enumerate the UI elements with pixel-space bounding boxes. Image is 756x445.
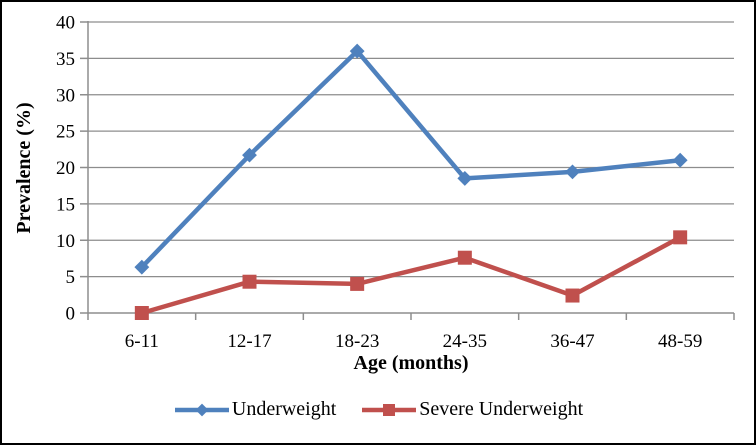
- data-point-diamond: [457, 170, 473, 186]
- data-point-square: [673, 230, 688, 245]
- series-line: [139, 48, 683, 270]
- y-tick-label: 25: [56, 122, 75, 143]
- severe-underweight-legend-label: Severe Underweight: [419, 398, 584, 420]
- data-point-diamond: [672, 152, 688, 168]
- data-point-diamond: [242, 147, 257, 163]
- y-tick-label: 15: [56, 194, 75, 215]
- x-axis-title: Age (months): [354, 352, 469, 374]
- legend: Underweight Severe Underweight: [2, 398, 754, 421]
- underweight-legend-label: Underweight: [231, 398, 337, 420]
- legend-item-underweight: Underweight: [173, 398, 336, 421]
- data-point-square: [565, 288, 580, 303]
- y-tick-label: 30: [56, 85, 75, 106]
- legend-item-severe-underweight: Severe Underweight: [360, 398, 583, 421]
- data-point-diamond: [565, 164, 580, 180]
- y-tick-label: 0: [66, 304, 76, 325]
- series-line: [139, 235, 683, 316]
- underweight-legend-swatch: [174, 403, 229, 416]
- data-point-diamond: [195, 403, 209, 416]
- x-tick-label: 24-35: [443, 331, 487, 352]
- y-axis-title: Prevalence (%): [13, 102, 35, 233]
- x-tick-label: 18-23: [335, 331, 379, 352]
- x-tick-label: 36-47: [550, 331, 594, 352]
- data-point-square: [242, 274, 257, 289]
- y-tick-label: 10: [56, 231, 75, 252]
- x-tick-label: 48-59: [658, 331, 702, 352]
- y-tick-label: 35: [56, 49, 75, 70]
- x-tick-label: 6-11: [125, 331, 159, 352]
- y-tick-label: 5: [66, 267, 76, 288]
- plot-area: 0 5 10 15 20 25 30 35 40 6-11 12-17 18-23 24-35 36-47…: [56, 13, 735, 352]
- data-point-diamond: [349, 43, 365, 59]
- data-point-square: [383, 403, 396, 416]
- data-point-diamond: [134, 259, 150, 275]
- data-point-square: [350, 276, 365, 291]
- y-tick-label: 40: [56, 13, 75, 34]
- x-tick-label: 12-17: [227, 331, 271, 352]
- data-point-square: [134, 306, 149, 320]
- y-tick-label: 20: [56, 158, 75, 179]
- data-point-square: [457, 250, 472, 265]
- severe-underweight-legend-swatch: [362, 403, 417, 416]
